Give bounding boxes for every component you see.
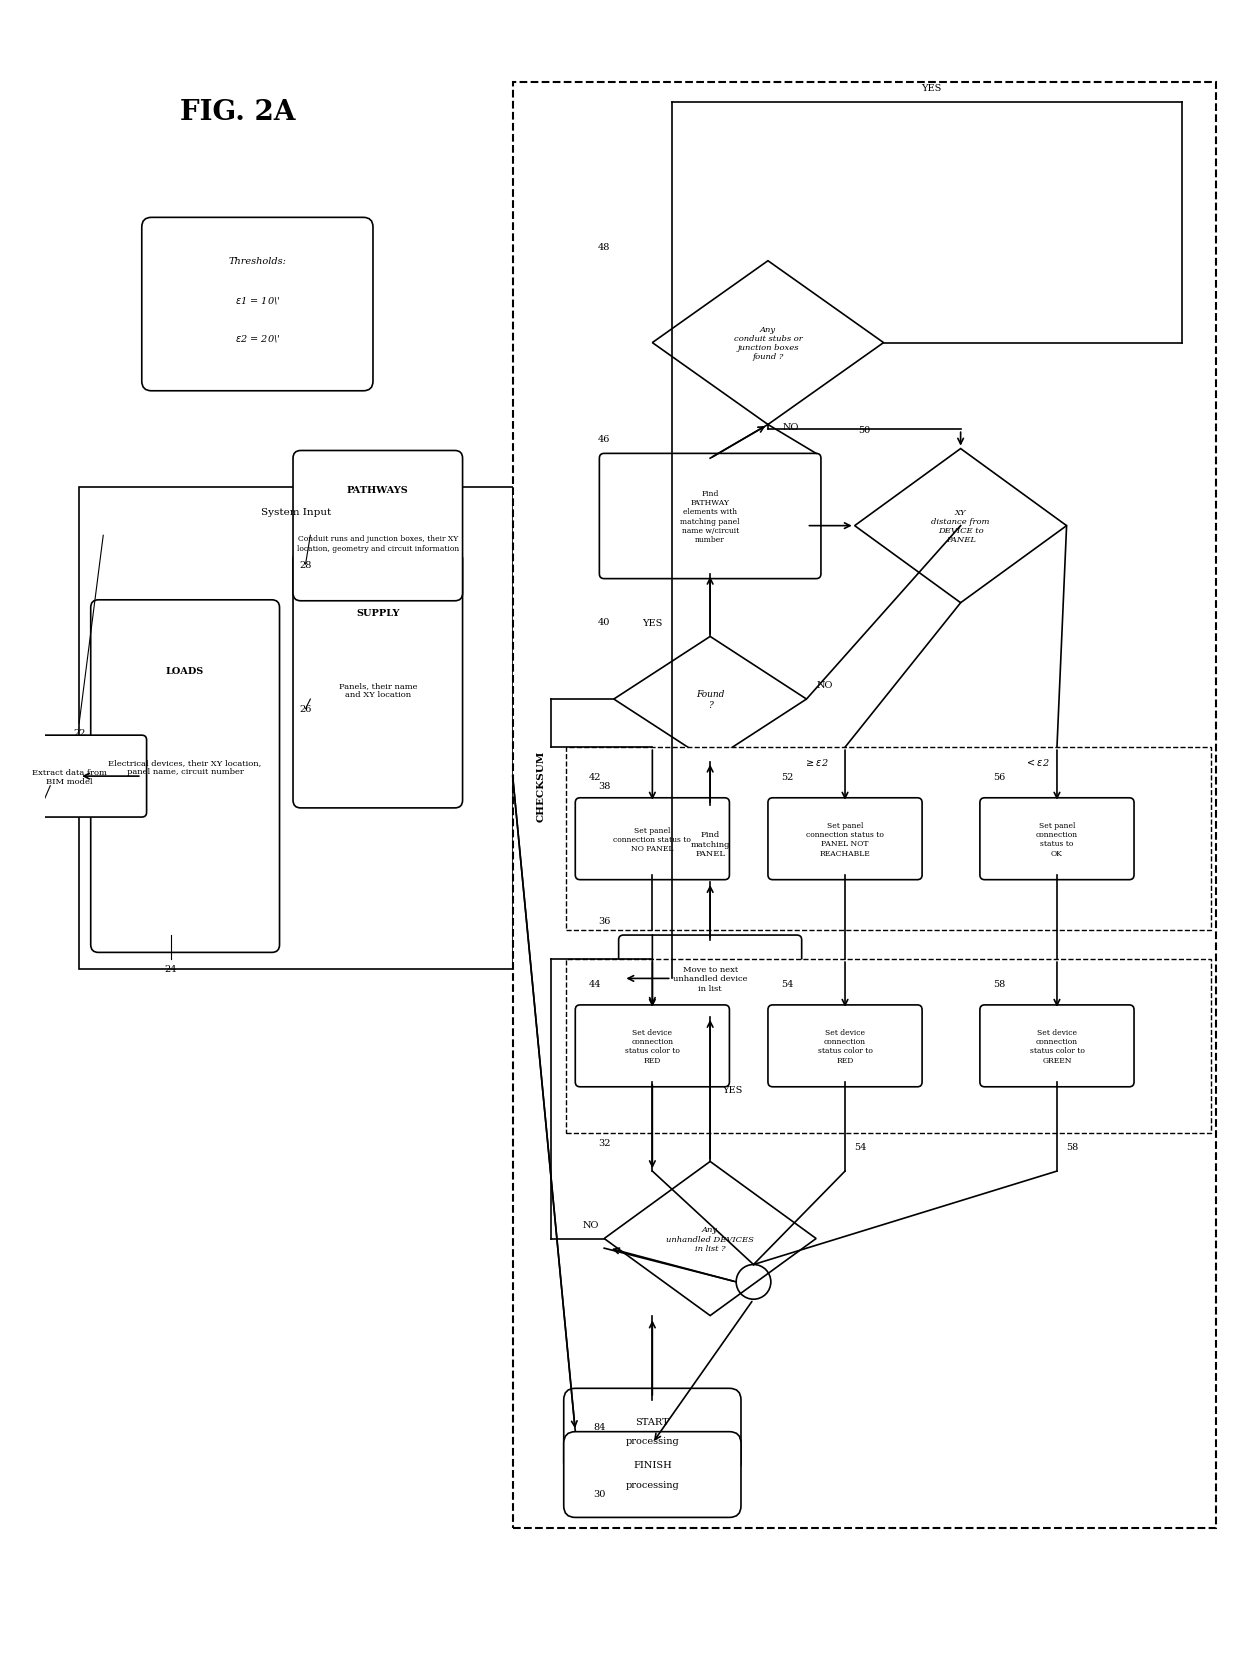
Text: Electrical devices, their XY location,
panel name, circuit number: Electrical devices, their XY location, p… [108, 759, 262, 775]
FancyBboxPatch shape [768, 799, 923, 880]
Text: $\varepsilon$1 = 10\': $\varepsilon$1 = 10\' [234, 295, 280, 306]
Text: Panels, their name
and XY location: Panels, their name and XY location [339, 681, 417, 699]
Text: START: START [635, 1418, 670, 1426]
Text: 58: 58 [1066, 1143, 1079, 1151]
FancyBboxPatch shape [293, 552, 463, 809]
Polygon shape [652, 261, 884, 426]
Polygon shape [614, 637, 806, 762]
Text: Set panel
connection
status to
OK: Set panel connection status to OK [1035, 822, 1078, 857]
Text: processing: processing [625, 1436, 680, 1446]
FancyBboxPatch shape [79, 488, 512, 968]
FancyBboxPatch shape [564, 1431, 742, 1518]
FancyBboxPatch shape [619, 935, 802, 1022]
Text: 50: 50 [858, 426, 870, 434]
FancyBboxPatch shape [980, 1005, 1135, 1087]
Text: 36: 36 [598, 917, 610, 925]
Text: YES: YES [722, 1085, 742, 1093]
Text: 54: 54 [854, 1143, 867, 1151]
Text: 42: 42 [588, 772, 601, 780]
Text: Find
PATHWAY
elements with
matching panel
name w/circuit
number: Find PATHWAY elements with matching pane… [681, 489, 740, 544]
Text: Set panel
connection status to
PANEL NOT
REACHABLE: Set panel connection status to PANEL NOT… [806, 822, 884, 857]
Text: 30: 30 [593, 1489, 605, 1498]
Text: 44: 44 [588, 978, 601, 988]
Text: 56: 56 [993, 772, 1006, 780]
FancyBboxPatch shape [599, 454, 821, 579]
Text: 54: 54 [781, 978, 794, 988]
Polygon shape [604, 1161, 816, 1316]
Text: SUPPLY: SUPPLY [356, 609, 399, 617]
Text: PATHWAYS: PATHWAYS [347, 486, 409, 494]
Text: processing: processing [625, 1479, 680, 1489]
Text: 58: 58 [993, 978, 1006, 988]
FancyBboxPatch shape [0, 735, 146, 817]
Text: 32: 32 [598, 1138, 610, 1146]
Text: Set device
connection
status color to
RED: Set device connection status color to RE… [625, 1028, 680, 1063]
Text: CHECKSUM: CHECKSUM [537, 750, 546, 822]
Text: Conduit runs and junction boxes, their XY
location, geometry and circuit informa: Conduit runs and junction boxes, their X… [296, 536, 459, 552]
Text: XY
distance from
DEVICE to
PANEL: XY distance from DEVICE to PANEL [931, 509, 990, 544]
FancyBboxPatch shape [565, 747, 1211, 930]
Text: 38: 38 [598, 782, 610, 790]
Text: $\geq\varepsilon$2: $\geq\varepsilon$2 [804, 757, 828, 767]
FancyBboxPatch shape [512, 83, 1216, 1528]
Text: $\varepsilon$2 = 20\': $\varepsilon$2 = 20\' [234, 333, 280, 344]
FancyBboxPatch shape [91, 601, 279, 953]
Text: Any
conduit stubs or
junction boxes
found ?: Any conduit stubs or junction boxes foun… [734, 326, 802, 361]
Text: LOADS: LOADS [166, 666, 205, 676]
Text: 84: 84 [593, 1423, 605, 1431]
Text: 40: 40 [598, 617, 610, 627]
Text: 46: 46 [598, 436, 610, 444]
Text: 26: 26 [299, 706, 311, 714]
Text: Find
matching
PANEL: Find matching PANEL [691, 830, 730, 857]
Text: YES: YES [921, 85, 942, 93]
Text: NO: NO [782, 423, 799, 433]
Text: FIG. 2A: FIG. 2A [180, 98, 296, 126]
FancyBboxPatch shape [619, 800, 802, 887]
Text: Extract data from
BIM model: Extract data from BIM model [32, 769, 107, 785]
Text: YES: YES [642, 619, 662, 627]
Text: System Input: System Input [260, 508, 331, 516]
Text: $<\varepsilon$2: $<\varepsilon$2 [1025, 757, 1050, 767]
Text: Move to next
unhandled device
in list: Move to next unhandled device in list [673, 965, 748, 992]
FancyBboxPatch shape [768, 1005, 923, 1087]
Text: NO: NO [583, 1220, 599, 1230]
Text: Set device
connection
status color to
GREEN: Set device connection status color to GR… [1029, 1028, 1085, 1063]
Polygon shape [854, 449, 1066, 604]
FancyBboxPatch shape [293, 451, 463, 601]
FancyBboxPatch shape [565, 960, 1211, 1133]
Text: Any
unhandled DEVICES
in list ?: Any unhandled DEVICES in list ? [666, 1226, 754, 1251]
FancyBboxPatch shape [564, 1388, 742, 1474]
FancyBboxPatch shape [980, 799, 1135, 880]
Text: 22: 22 [73, 729, 86, 737]
FancyBboxPatch shape [141, 218, 373, 391]
Text: Found
?: Found ? [696, 691, 724, 709]
FancyBboxPatch shape [575, 799, 729, 880]
Text: Set device
connection
status color to
RED: Set device connection status color to RE… [817, 1028, 873, 1063]
Text: 24: 24 [165, 965, 177, 973]
Text: 28: 28 [299, 561, 311, 569]
Text: 48: 48 [598, 243, 610, 251]
FancyBboxPatch shape [575, 1005, 729, 1087]
Text: 52: 52 [781, 772, 794, 780]
Text: FINISH: FINISH [632, 1461, 672, 1469]
Text: Thresholds:: Thresholds: [228, 256, 286, 266]
Text: NO: NO [816, 681, 832, 691]
Text: Set panel
connection status to
NO PANEL: Set panel connection status to NO PANEL [614, 825, 691, 852]
